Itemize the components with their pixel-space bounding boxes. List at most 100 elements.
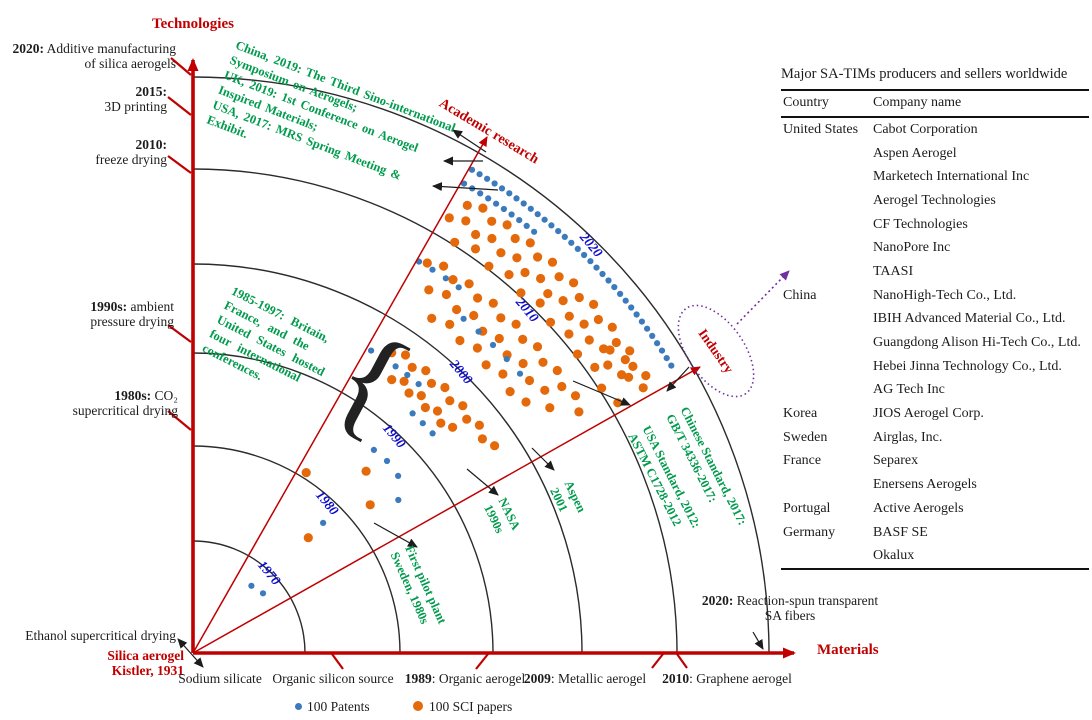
legend-label-sci-papers: 100 SCI papers xyxy=(429,699,513,714)
patent-dot xyxy=(475,328,482,335)
patent-dot xyxy=(633,311,640,318)
patent-dot xyxy=(628,304,635,311)
patent-dot xyxy=(455,284,462,291)
patent-dot xyxy=(513,195,520,202)
sci-paper-dot xyxy=(477,434,487,444)
sci-paper-dot xyxy=(547,257,558,267)
patent-dot xyxy=(404,371,411,379)
patent-dot xyxy=(419,420,426,427)
table-cell-company: Marketech International Inc xyxy=(873,169,1030,185)
sci-paper-dot xyxy=(445,319,455,329)
sci-paper-dot xyxy=(516,288,526,298)
sci-paper-dot xyxy=(450,237,460,247)
patent-dot xyxy=(638,318,646,325)
sci-paper-dot xyxy=(535,298,545,308)
sci-paper-dot xyxy=(498,369,508,379)
sci-paper-dot xyxy=(441,289,451,300)
sci-paper-dot xyxy=(545,403,555,413)
sci-paper-dot xyxy=(365,500,375,510)
sci-paper-dot xyxy=(521,397,531,407)
sci-paper-dot xyxy=(461,216,471,226)
legend-dot-patents xyxy=(295,703,302,710)
table-cell-country: United States xyxy=(783,121,859,137)
axes xyxy=(187,58,796,659)
technologies-axis-label: Technologies xyxy=(152,16,234,32)
patent-dot xyxy=(409,410,416,417)
sci-paper-dot xyxy=(603,360,613,370)
sci-paper-dot xyxy=(540,385,550,395)
patent-dot xyxy=(380,355,387,362)
sci-paper-dot xyxy=(470,244,481,254)
table-cell-company: AG Tech Inc xyxy=(873,382,945,398)
brace-glyph: { xyxy=(312,303,433,457)
table-cell-company: JIOS Aerogel Corp. xyxy=(873,406,984,422)
milestone-2020-additive: 2020: Additive manufacturing of silica a… xyxy=(12,41,176,71)
table-cell-country: Korea xyxy=(783,406,818,422)
sci-paper-dot xyxy=(445,396,455,406)
patent-dot xyxy=(429,430,436,437)
academic-research-axis xyxy=(192,136,488,654)
sci-paper-dot xyxy=(488,298,498,308)
sci-paper-dot xyxy=(439,261,449,271)
sci-paper-dot xyxy=(574,292,584,303)
patent-dot xyxy=(668,362,675,369)
table-cell-company: CF Technologies xyxy=(873,216,968,232)
sci-paper-dot xyxy=(455,335,465,346)
patent-dot xyxy=(617,290,624,297)
sci-paper-dot xyxy=(532,342,543,352)
sci-paper-dot xyxy=(505,387,515,397)
sci-paper-dot xyxy=(628,361,638,371)
patent-dot xyxy=(460,315,467,322)
sci-paper-dot xyxy=(471,229,481,240)
patent-dot xyxy=(468,166,476,173)
table-cell-company: NanoPore Inc xyxy=(873,240,951,256)
patent-dot xyxy=(503,356,510,363)
dot-data-layer xyxy=(248,166,675,597)
sci-paper-dot xyxy=(570,391,581,401)
sci-paper-dot xyxy=(543,289,553,299)
table-row: Enersens Aerogels xyxy=(781,473,1089,497)
table-cell-country: Sweden xyxy=(783,429,828,445)
patent-dot xyxy=(506,190,513,197)
sci-paper-dot xyxy=(484,261,494,271)
sci-paper-dot xyxy=(472,343,482,353)
milestone-1980s-co2: 1980s: CO₂ supercritical drying xyxy=(72,388,178,418)
sci-paper-dot xyxy=(533,252,543,262)
patent-dot xyxy=(395,496,402,504)
table-cell-country: France xyxy=(783,453,822,469)
patent-dot xyxy=(523,222,530,229)
patent-dot xyxy=(658,347,666,354)
milestone-sodium-silicate: Sodium silicate xyxy=(178,671,262,686)
table-row: TAASI xyxy=(781,260,1089,284)
origin-silica-aerogel-label: Silica aerogel Kistler, 1931 xyxy=(107,648,184,678)
sci-paper-dot xyxy=(624,372,634,382)
milestone-2009-metallic-aerogel: 2009: Metallic aerogel xyxy=(523,671,647,686)
sci-paper-dot xyxy=(558,296,568,306)
sci-paper-dot xyxy=(593,314,604,325)
sci-paper-dot xyxy=(387,348,397,358)
sci-paper-dot xyxy=(579,319,589,329)
patent-dot xyxy=(392,363,399,370)
sci-paper-dot xyxy=(607,322,617,332)
patent-dot xyxy=(548,222,555,229)
patent-dot xyxy=(534,211,541,218)
industry-to-table-arrow xyxy=(736,270,790,325)
table-cell-company: Hebei Jinna Technology Co., Ltd. xyxy=(873,358,1062,374)
patent-dot xyxy=(605,277,612,284)
table-row: IBIH Advanced Material Co., Ltd. xyxy=(781,308,1089,332)
sci-paper-dot xyxy=(552,365,562,376)
sci-paper-dot xyxy=(620,355,630,365)
patent-dot xyxy=(644,325,651,332)
table-cell-company: NanoHigh-Tech Co., Ltd. xyxy=(873,287,1017,303)
table-row: Sweden Airglas, Inc. xyxy=(781,426,1089,450)
patent-dot xyxy=(516,217,523,224)
sci-paper-dot xyxy=(462,200,472,210)
sci-paper-dot xyxy=(511,319,521,329)
milestone-year: 2010: xyxy=(135,137,168,152)
milestone-year: 2020: xyxy=(12,41,45,56)
sci-paper-dot xyxy=(557,381,567,392)
patent-dot xyxy=(593,264,600,271)
patent-dot xyxy=(508,211,515,218)
table-cell-company: Okalux xyxy=(873,548,915,564)
